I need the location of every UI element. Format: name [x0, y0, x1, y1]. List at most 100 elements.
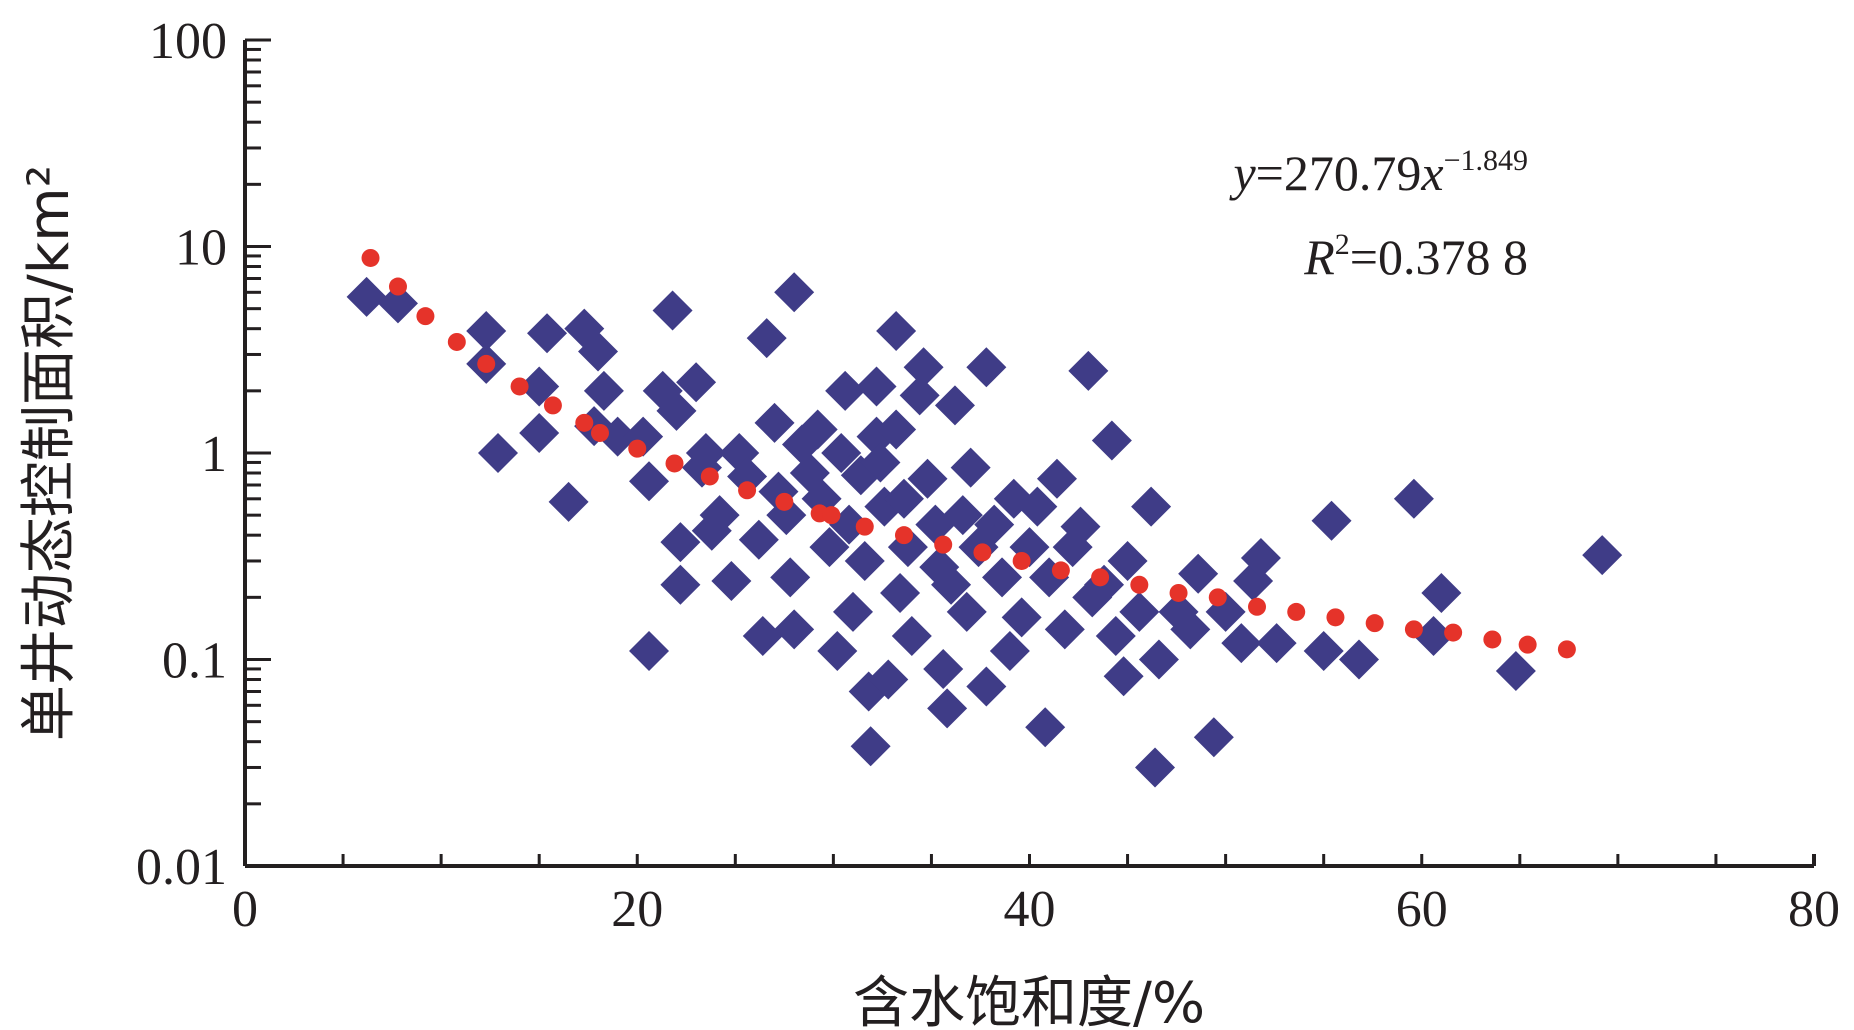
observed-point: [346, 276, 387, 317]
observed-point: [982, 557, 1023, 598]
y-axis-title: 单井动态控制面积/km²: [17, 165, 82, 741]
observed-point: [1119, 591, 1160, 632]
fit-equation: y=270.79x−1.849: [1228, 144, 1528, 201]
observed-point: [1091, 420, 1132, 461]
observed-point: [1170, 609, 1211, 650]
y-tick-label: 1: [201, 426, 227, 483]
x-ticks-group: 0 20 40 60 80: [232, 854, 1840, 938]
x-tick-label: 0: [232, 881, 258, 938]
observed-point: [1044, 609, 1085, 650]
fit-point: [665, 454, 684, 473]
y-ticks-group: 0.01 0.1 1 10 100: [136, 13, 271, 896]
observed-point: [519, 366, 560, 407]
observed-point: [903, 347, 944, 388]
observed-point: [844, 540, 885, 581]
fit-point: [1483, 630, 1502, 649]
observed-point: [629, 630, 670, 671]
equation-coefficient: =270.79: [1256, 145, 1422, 201]
observed-point: [923, 648, 964, 689]
observed-point: [1068, 350, 1109, 391]
y-tick-label: 10: [175, 220, 227, 277]
fit-point: [590, 423, 609, 442]
observed-point: [774, 272, 815, 313]
observed-point: [825, 370, 866, 411]
fit-point: [1287, 602, 1306, 621]
y-tick-label: 100: [149, 13, 227, 70]
fit-point: [1326, 608, 1345, 627]
observed-point: [868, 659, 909, 700]
fit-point: [361, 248, 380, 267]
observed-point: [989, 630, 1030, 671]
observed-point: [950, 447, 991, 488]
fit-point: [934, 535, 953, 554]
observed-point: [1025, 707, 1066, 748]
observed-point: [656, 390, 697, 431]
observed-point: [832, 591, 873, 632]
observed-point: [966, 347, 1007, 388]
observed-point: [583, 370, 624, 411]
fit-point: [1518, 635, 1537, 654]
observed-point: [927, 688, 968, 729]
x-tick-label: 60: [1396, 881, 1448, 938]
observed-point: [856, 366, 897, 407]
observed-point: [478, 433, 519, 473]
observed-point: [1095, 615, 1136, 656]
observed-point: [377, 283, 418, 324]
fit-point: [1557, 640, 1576, 659]
observed-point: [685, 433, 726, 473]
observed-point: [907, 458, 948, 499]
r-squared-value: =0.378 8: [1350, 229, 1528, 285]
observed-point: [1240, 538, 1281, 579]
observed-point: [850, 726, 891, 767]
observed-point: [809, 527, 850, 568]
observed-point: [1413, 615, 1454, 656]
observed-point: [1135, 747, 1176, 788]
fit-point: [477, 354, 496, 373]
observed-point: [1131, 486, 1172, 527]
observed-point: [1221, 623, 1262, 664]
observed-point: [1036, 458, 1077, 499]
fit-point: [700, 467, 719, 486]
observed-point: [660, 564, 701, 605]
fit-points-group: [361, 248, 1576, 659]
observed-point: [891, 615, 932, 656]
equation-y-var: y: [1228, 145, 1256, 201]
observed-point: [1107, 540, 1148, 581]
observed-point: [934, 385, 975, 426]
observed-point: [1138, 639, 1179, 680]
observed-point: [699, 495, 740, 536]
observed-point: [548, 481, 589, 522]
observed-point: [1060, 506, 1101, 547]
observed-point: [711, 560, 752, 601]
observed-point: [527, 313, 568, 354]
fit-point: [775, 492, 794, 511]
fit-point: [894, 526, 913, 545]
observed-point: [738, 519, 779, 560]
fit-point: [1404, 620, 1423, 639]
equation-x-var: x: [1420, 145, 1443, 201]
observed-point: [883, 478, 924, 519]
observed-point: [1256, 623, 1297, 664]
observed-point: [946, 591, 987, 632]
observed-point: [860, 442, 901, 483]
observed-points-group: [346, 272, 1623, 788]
observed-point: [597, 416, 638, 457]
observed-point: [876, 409, 917, 450]
x-tick-label: 80: [1788, 881, 1840, 938]
fit-point: [628, 439, 647, 458]
r-squared-exp: 2: [1335, 228, 1350, 261]
observed-point: [754, 402, 795, 443]
y-tick-label: 0.1: [162, 633, 227, 690]
observed-point: [1103, 656, 1144, 697]
observed-point: [629, 461, 670, 502]
observed-point: [766, 495, 807, 536]
observed-point: [1495, 650, 1536, 691]
observed-point: [880, 572, 921, 613]
fit-point: [1208, 588, 1227, 607]
observed-point: [1001, 597, 1042, 638]
fit-point: [447, 332, 466, 351]
fit-point: [855, 517, 874, 536]
fit-point: [1365, 614, 1384, 633]
fit-point: [1248, 597, 1267, 616]
